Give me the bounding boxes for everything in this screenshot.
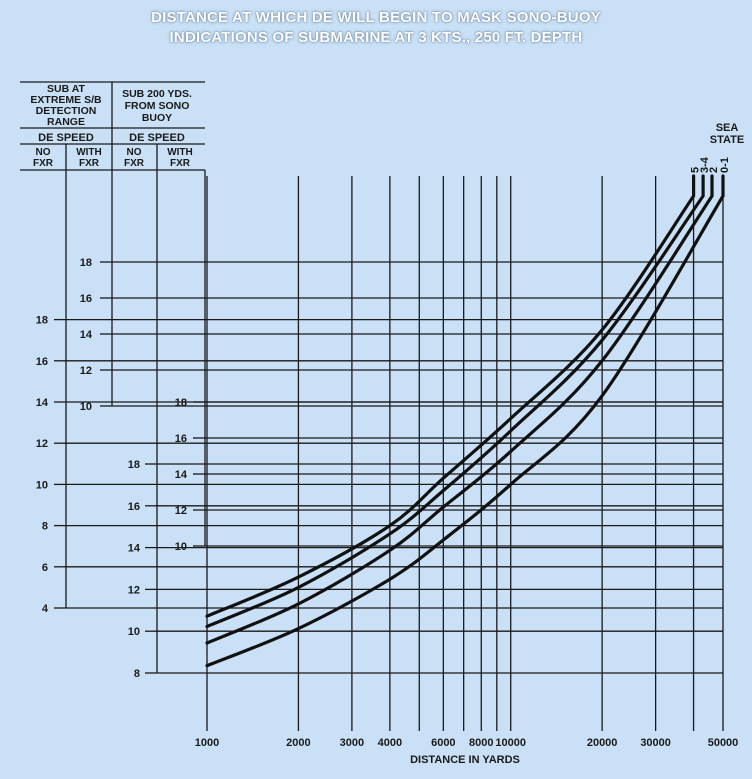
header-sub-200-yds-line-2: FROM SONO — [125, 100, 190, 112]
header-extreme-range-line-2: EXTREME S/B — [30, 94, 102, 106]
sea-state-heading-line-1: SEA — [716, 122, 739, 134]
y0-tick-label-10: 10 — [36, 479, 48, 491]
header-with-fxr-2-line-1: WITH — [167, 147, 193, 158]
y1-tick-label-10: 10 — [128, 626, 140, 638]
y3-tick-label-10: 10 — [175, 541, 187, 553]
x-tick-label-10000: 10000 — [495, 737, 526, 749]
y1-tick-label-18: 18 — [128, 459, 140, 471]
x-tick-label-4000: 4000 — [378, 737, 402, 749]
y2-tick-label-10: 10 — [80, 401, 92, 413]
header-with-fxr-2-line-2: FXR — [170, 158, 191, 169]
x-tick-label-1000: 1000 — [195, 737, 219, 749]
chart-title-line-2: INDICATIONS OF SUBMARINE AT 3 KTS., 250 … — [169, 29, 583, 46]
y2-tick-label-16: 16 — [80, 293, 92, 305]
curve-sea-state-0-1 — [205, 174, 725, 668]
header-no-fxr-1-line-1: NO — [36, 147, 51, 158]
y3-tick-label-18: 18 — [175, 397, 187, 409]
chart-title-line-1: DISTANCE AT WHICH DE WILL BEGIN TO MASK … — [151, 9, 601, 26]
header-sub-200-yds-line-1: SUB 200 YDS. — [122, 88, 192, 100]
y1-tick-label-14: 14 — [128, 543, 141, 555]
x-tick-label-2000: 2000 — [286, 737, 310, 749]
x-tick-label-20000: 20000 — [587, 737, 618, 749]
curve-sea-state-5 — [205, 174, 696, 618]
header-extreme-range-line-4: RANGE — [47, 116, 85, 128]
y0-tick-label-14: 14 — [36, 397, 49, 409]
x-tick-label-50000: 50000 — [708, 737, 739, 749]
header-no-fxr-2-line-2: FXR — [124, 158, 145, 169]
y2-tick-label-14: 14 — [80, 329, 93, 341]
y2-tick-label-12: 12 — [80, 365, 92, 377]
header-de-speed-right-line-1: DE SPEED — [129, 132, 185, 144]
header-with-fxr-1-line-1: WITH — [76, 147, 102, 158]
curve-sea-state-2 — [205, 174, 714, 645]
y0-tick-label-12: 12 — [36, 438, 48, 450]
x-tick-label-30000: 30000 — [640, 737, 671, 749]
header-no-fxr-2-line-1: NO — [127, 147, 142, 158]
sea-state-label-0-1: 0-1 — [719, 157, 731, 173]
x-tick-label-6000: 6000 — [431, 737, 455, 749]
sea-state-label-3-4: 3-4 — [699, 156, 711, 173]
sea-state-label-5: 5 — [690, 167, 702, 173]
x-tick-label-3000: 3000 — [340, 737, 364, 749]
header-sub-200-yds-line-3: BUOY — [142, 112, 172, 124]
y0-tick-label-8: 8 — [42, 521, 48, 533]
header-extreme-range-line-1: SUB AT — [47, 83, 86, 95]
y3-tick-label-16: 16 — [175, 433, 187, 445]
y1-tick-label-16: 16 — [128, 501, 140, 513]
y1-tick-label-8: 8 — [134, 668, 140, 680]
y0-tick-label-4: 4 — [42, 603, 49, 615]
y0-tick-label-6: 6 — [42, 562, 48, 574]
y0-tick-label-16: 16 — [36, 356, 48, 368]
sea-state-label-2: 2 — [708, 167, 720, 173]
sea-state-heading-line-2: STATE — [710, 134, 744, 146]
header-extreme-range-line-3: DETECTION — [36, 105, 97, 117]
y2-tick-label-18: 18 — [80, 257, 92, 269]
y3-tick-label-14: 14 — [175, 469, 188, 481]
x-tick-label-8000: 8000 — [469, 737, 493, 749]
y0-tick-label-18: 18 — [36, 315, 48, 327]
y1-tick-label-12: 12 — [128, 584, 140, 596]
header-with-fxr-1-line-2: FXR — [79, 158, 100, 169]
header-de-speed-left-line-1: DE SPEED — [38, 132, 94, 144]
x-axis-label: DISTANCE IN YARDS — [410, 754, 520, 766]
header-no-fxr-1-line-2: FXR — [33, 158, 54, 169]
curve-sea-state-3-4 — [205, 174, 705, 629]
y3-tick-label-12: 12 — [175, 505, 187, 517]
